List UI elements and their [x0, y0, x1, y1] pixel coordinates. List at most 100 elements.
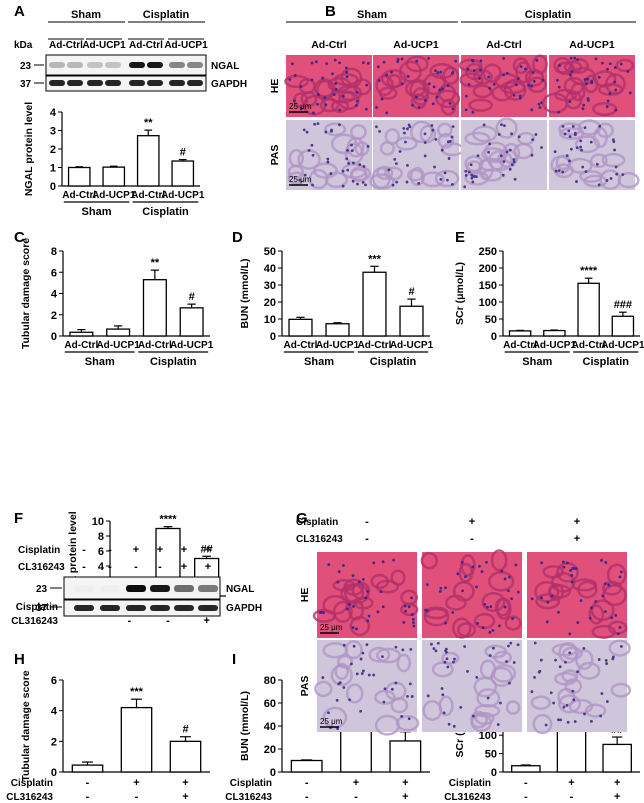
nucleus: [557, 610, 560, 614]
nucleus: [376, 610, 380, 614]
condition-sign: -: [86, 791, 90, 803]
nucleus: [606, 67, 609, 71]
he-stain-micrograph: [542, 55, 635, 117]
nucleus: [444, 621, 447, 625]
nucleus: [446, 178, 449, 182]
nucleus: [392, 558, 395, 562]
nucleus: [530, 84, 533, 88]
nucleus: [608, 62, 612, 66]
nucleus: [361, 180, 365, 184]
nucleus: [326, 160, 330, 164]
tubule: [374, 714, 400, 736]
nucleus: [538, 106, 542, 109]
nucleus: [570, 573, 574, 577]
y-tick-label: 0: [270, 767, 276, 779]
nucleus: [488, 87, 492, 90]
nucleus: [514, 83, 518, 87]
nucleus: [471, 180, 475, 184]
nucleus: [557, 110, 561, 114]
nucleus: [573, 56, 577, 60]
nucleus: [537, 102, 541, 106]
x-tick-label: Ad-UCP1: [96, 340, 140, 351]
tubule: [376, 165, 394, 180]
nucleus: [383, 687, 387, 691]
tubule: [492, 663, 517, 683]
nucleus: [345, 66, 348, 70]
lane-label: Ad-UCP1: [164, 40, 208, 51]
nucleus: [563, 132, 567, 136]
y-axis-label: Tubular damage score: [20, 670, 32, 781]
nucleus: [355, 672, 359, 676]
nucleus: [580, 148, 583, 152]
tubule: [495, 117, 518, 139]
nucleus: [478, 564, 481, 568]
gapdh-band: [150, 605, 170, 611]
nucleus: [533, 675, 536, 679]
condition-sign: +: [574, 533, 580, 545]
nucleus: [312, 111, 315, 115]
nucleus: [426, 694, 430, 698]
tubule: [395, 136, 418, 151]
tubule: [530, 695, 552, 710]
nucleus: [471, 110, 475, 114]
nucleus: [482, 123, 486, 127]
nucleus: [423, 154, 427, 158]
nucleus: [605, 700, 609, 703]
y-tick-label: 6: [98, 546, 104, 558]
tubule: [482, 63, 502, 83]
nucleus: [391, 183, 395, 187]
scale-bar-label: 25 μm: [289, 102, 312, 111]
nucleus: [440, 148, 444, 152]
tubule: [423, 72, 447, 96]
y-tick-label: 80: [264, 675, 276, 687]
nucleus: [509, 641, 513, 645]
condition-sign: +: [181, 561, 187, 573]
nucleus: [600, 558, 603, 562]
y-tick-label: 2: [51, 736, 57, 748]
nucleus: [572, 698, 576, 702]
nucleus: [467, 170, 471, 174]
y-tick-label: 40: [264, 263, 276, 275]
nucleus: [466, 670, 469, 673]
nucleus: [415, 59, 419, 63]
condition-sign: +: [469, 516, 475, 528]
ngal-band: [87, 62, 103, 68]
nucleus: [440, 687, 444, 690]
bar: [179, 307, 204, 337]
nucleus: [476, 154, 480, 158]
nucleus: [579, 139, 583, 143]
nucleus: [444, 586, 447, 590]
tubule: [468, 98, 493, 112]
y-tick-label: 20: [264, 297, 276, 309]
nucleus: [439, 586, 443, 590]
y-axis-label: SCr (μmol/L): [454, 262, 466, 325]
nucleus: [568, 651, 572, 655]
nucleus: [492, 646, 495, 650]
nucleus: [534, 133, 538, 136]
nucleus: [618, 575, 622, 579]
nucleus: [597, 658, 601, 661]
blot-ngal-box: [45, 54, 207, 76]
bar: [602, 743, 632, 773]
condition-sign: +: [133, 777, 139, 789]
bar: [362, 271, 387, 337]
condition-sign: -: [134, 561, 138, 573]
nucleus: [378, 129, 382, 133]
nucleus: [361, 669, 365, 673]
nucleus: [549, 691, 553, 695]
tubule: [568, 698, 594, 715]
nucleus: [604, 659, 608, 662]
x-tick-label: Ad-UCP1: [92, 190, 136, 201]
bar: [543, 329, 566, 337]
nucleus: [575, 146, 579, 150]
tubule: [419, 124, 437, 144]
nucleus: [434, 137, 438, 141]
column-label: Ad-UCP1: [393, 39, 439, 51]
nucleus: [530, 690, 534, 694]
nucleus: [574, 567, 578, 571]
nucleus: [614, 88, 618, 92]
condition-sign: -: [127, 615, 131, 627]
nucleus: [404, 140, 407, 144]
nucleus: [336, 580, 340, 584]
nucleus: [619, 62, 623, 66]
